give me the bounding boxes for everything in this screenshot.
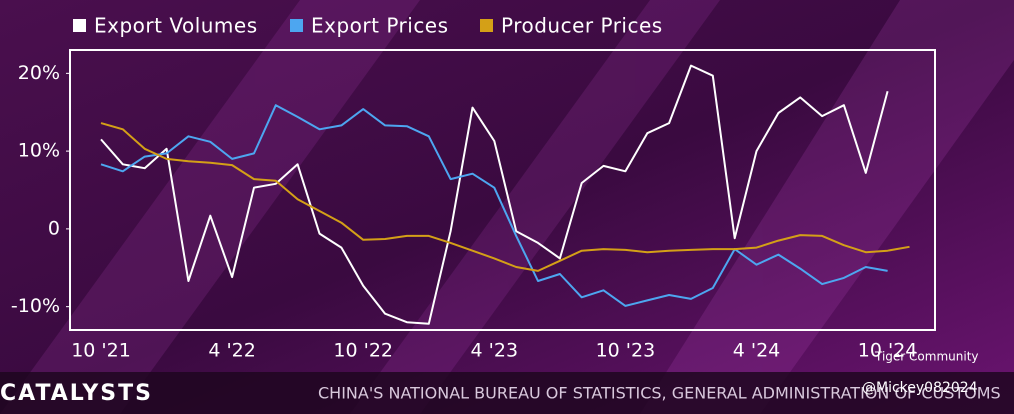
x-tick-label: 4 '24 xyxy=(733,340,781,362)
y-tick-label: 20% xyxy=(18,62,60,84)
legend-swatch xyxy=(73,19,86,32)
watermark: @Mickey082024 xyxy=(862,380,978,396)
y-tick-label: -10% xyxy=(11,295,60,317)
plot-frame xyxy=(69,49,936,331)
footer-band xyxy=(0,372,1014,414)
legend-swatch xyxy=(290,19,303,32)
series-line xyxy=(100,64,889,325)
x-tick-label: 10 '24 xyxy=(858,340,918,362)
legend-swatch xyxy=(480,19,493,32)
watermark: Tiger Community xyxy=(874,350,979,364)
source: CHINA'S NATIONAL BUREAU OF STATISTICS, G… xyxy=(318,384,1001,403)
legend-label: Producer Prices xyxy=(501,14,663,38)
x-tick-label: 10 '22 xyxy=(333,340,393,362)
x-tick-label: 4 '23 xyxy=(471,340,519,362)
legend-label: Export Volumes xyxy=(94,14,258,38)
y-tick-label: 0 xyxy=(48,217,60,239)
brand: CATALYSTS xyxy=(0,381,153,406)
x-tick-label: 10 '21 xyxy=(71,340,131,362)
legend-label: Export Prices xyxy=(311,14,449,38)
x-tick-label: 4 '22 xyxy=(208,340,256,362)
series-line xyxy=(100,104,888,307)
y-tick-label: 10% xyxy=(18,140,60,162)
x-tick-label: 10 '23 xyxy=(596,340,656,362)
series-line xyxy=(100,122,910,272)
